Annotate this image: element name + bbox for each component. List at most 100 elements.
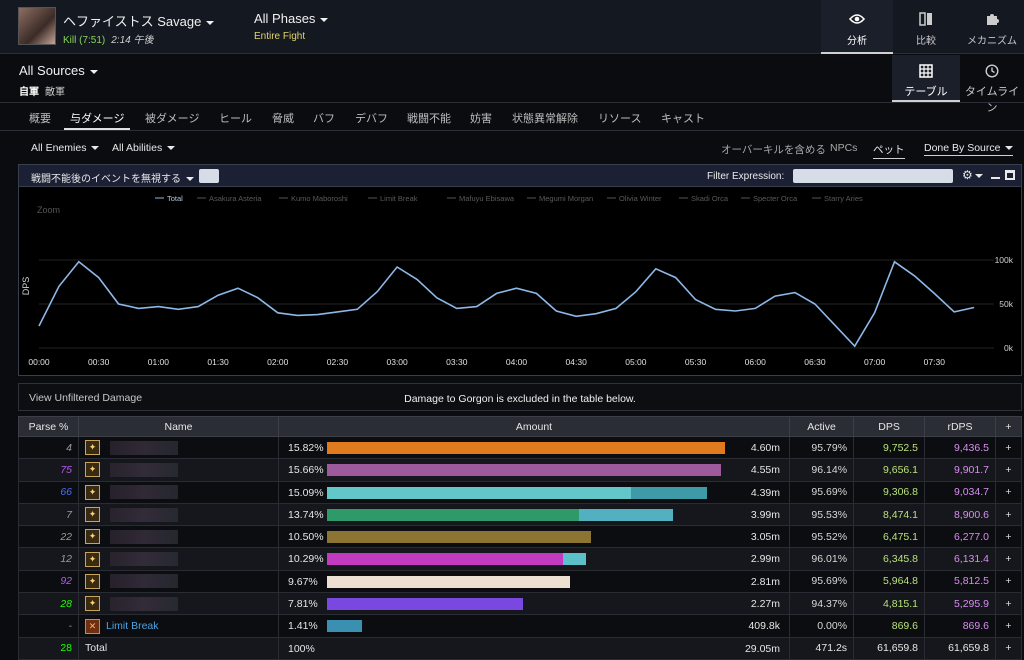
- name-cell: Total: [78, 636, 279, 660]
- boss-name: ヘファイストス Savage: [63, 14, 202, 29]
- tab-damage-taken[interactable]: 被ダメージ: [145, 113, 200, 125]
- enemies-filter[interactable]: All Enemies: [31, 142, 100, 154]
- col-name[interactable]: Name: [78, 416, 279, 437]
- tab-casts[interactable]: キャスト: [661, 113, 705, 125]
- add-button[interactable]: +: [995, 592, 1022, 616]
- tab-dispels[interactable]: 状態異常解除: [512, 113, 578, 125]
- boss-selector[interactable]: ヘファイストス Savage: [63, 11, 215, 30]
- tab-interrupts[interactable]: 妨害: [470, 113, 492, 125]
- view-timeline-label: タイムライン: [964, 86, 1020, 114]
- filter-expression-input[interactable]: [793, 169, 953, 183]
- npcs-toggle[interactable]: NPCs: [830, 142, 858, 154]
- tab-compare[interactable]: 比較: [890, 0, 962, 54]
- legend-item[interactable]: Kumo Maboroshi: [291, 194, 348, 203]
- tab-healing[interactable]: ヒール: [219, 113, 252, 125]
- friendly-side[interactable]: 自軍: [19, 87, 39, 98]
- abilities-filter[interactable]: All Abilities: [112, 142, 176, 154]
- add-button[interactable]: +: [995, 547, 1022, 571]
- view-unfiltered-link[interactable]: View Unfiltered Damage: [29, 392, 143, 404]
- pets-toggle[interactable]: ペット: [873, 142, 905, 159]
- tab-threat[interactable]: 脅威: [272, 113, 294, 125]
- abilities-filter-label: All Abilities: [112, 142, 163, 154]
- col-rdps[interactable]: rDPS: [924, 416, 996, 437]
- player-name[interactable]: Total: [85, 642, 108, 655]
- legend-item[interactable]: Limit Break: [380, 194, 418, 203]
- ignore-after-death-toggle[interactable]: 戦闘不能後のイベントを無視する: [31, 170, 194, 185]
- chevron-down-icon: [186, 177, 194, 182]
- add-button[interactable]: +: [995, 636, 1022, 660]
- amount-bar: [327, 575, 571, 588]
- col-active[interactable]: Active: [788, 416, 855, 437]
- player-name-redacted: [110, 440, 178, 455]
- sources-selector[interactable]: All Sources: [19, 63, 98, 78]
- table-row[interactable]: 75 ✦ 15.66% 4.55m 96.14% 9,656.1 9,901.7 +: [18, 458, 1022, 482]
- table-row[interactable]: 22 ✦ 10.50% 3.05m 95.52% 6,475.1 6,277.0 +: [18, 525, 1022, 549]
- dps-cell: 869.6: [853, 614, 926, 638]
- chevron-down-icon: [91, 146, 100, 151]
- x-tick-label: 04:30: [566, 357, 588, 367]
- y-tick-label: 0k: [1004, 343, 1014, 353]
- eye-icon: [821, 12, 893, 28]
- add-button[interactable]: +: [995, 502, 1022, 527]
- add-button[interactable]: +: [995, 480, 1022, 504]
- legend-item[interactable]: Skadi Orca: [691, 194, 729, 203]
- legend-item[interactable]: Asakura Asteria: [209, 194, 262, 203]
- phase-selector[interactable]: All Phases: [254, 11, 329, 26]
- active-cell: 0.00%: [788, 614, 855, 638]
- add-button[interactable]: +: [995, 435, 1022, 460]
- ignore-after-death-box[interactable]: [199, 169, 219, 183]
- legend-item[interactable]: Starry Aries: [824, 194, 863, 203]
- legend-item[interactable]: Megumi Morgan: [539, 194, 593, 203]
- amount-value: 2.99m: [750, 553, 780, 566]
- add-button[interactable]: +: [995, 569, 1022, 594]
- add-button[interactable]: +: [995, 458, 1022, 482]
- amount-percent: 7.81%: [288, 598, 318, 611]
- col-dps[interactable]: DPS: [853, 416, 926, 437]
- tab-overview[interactable]: 概要: [29, 113, 51, 125]
- view-table[interactable]: テーブル: [892, 55, 960, 102]
- col-parse[interactable]: Parse %: [18, 416, 79, 437]
- minimize-icon[interactable]: [991, 177, 1000, 179]
- tab-deaths[interactable]: 戦闘不能: [407, 113, 451, 125]
- table-row[interactable]: 12 ✦ 10.29% 2.99m 96.01% 6,345.8 6,131.4 +: [18, 547, 1022, 571]
- table-row[interactable]: 28 ✦ 7.81% 2.27m 94.37% 4,815.1 5,295.9 +: [18, 592, 1022, 616]
- legend-item[interactable]: Total: [167, 194, 183, 203]
- maximize-icon[interactable]: [1005, 170, 1015, 180]
- job-icon: ✦: [85, 551, 100, 567]
- job-icon: ✦: [85, 573, 100, 589]
- col-add[interactable]: +: [995, 416, 1022, 437]
- add-button[interactable]: +: [995, 525, 1022, 549]
- tab-debuffs[interactable]: デバフ: [355, 113, 388, 125]
- table-row[interactable]: 4 ✦ 15.82% 4.60m 95.79% 9,752.5 9,436.5 +: [18, 435, 1022, 460]
- add-button[interactable]: +: [995, 614, 1022, 638]
- table-row[interactable]: 7 ✦ 13.74% 3.99m 95.53% 8,474.1 8,900.6 +: [18, 502, 1022, 527]
- x-tick-label: 02:00: [267, 357, 289, 367]
- tab-mechanics[interactable]: メカニズム: [959, 0, 1024, 54]
- tab-damage-done[interactable]: 与ダメージ: [63, 110, 131, 130]
- overkill-toggle[interactable]: オーバーキルを含める: [721, 144, 826, 156]
- tab-resources[interactable]: リソース: [598, 113, 642, 125]
- enemy-side[interactable]: 敵軍: [45, 87, 65, 98]
- col-amount[interactable]: Amount: [278, 416, 790, 437]
- clock-icon: [960, 64, 1024, 80]
- gear-icon[interactable]: ⚙: [962, 168, 983, 182]
- table-row[interactable]: - ✕ Limit Break 1.41% 409.8k 0.00% 869.6 869.6 +: [18, 614, 1022, 638]
- view-timeline[interactable]: タイムライン: [960, 55, 1024, 114]
- parse-cell: 7: [18, 502, 79, 527]
- done-by-selector[interactable]: Done By Source: [924, 142, 1014, 156]
- amount-percent: 100%: [288, 642, 315, 655]
- table-total-row[interactable]: 28 Total 100% 29.05m 471.2s 61,659.8 61,659.8 +: [18, 636, 1022, 660]
- player-name[interactable]: Limit Break: [106, 619, 159, 632]
- legend-item[interactable]: Specter Orca: [753, 194, 798, 203]
- legend-item[interactable]: Mafuyu Ebisawa: [459, 194, 515, 203]
- job-icon: ✦: [85, 440, 100, 456]
- zoom-label[interactable]: Zoom: [37, 205, 60, 215]
- legend-item[interactable]: Olivia Winter: [619, 194, 662, 203]
- dps-cell: 9,306.8: [853, 480, 926, 504]
- table-row[interactable]: 92 ✦ 9.67% 2.81m 95.69% 5,964.8 5,812.5 +: [18, 569, 1022, 594]
- tab-buffs[interactable]: バフ: [313, 113, 335, 125]
- parse-cell: 28: [18, 592, 79, 616]
- rdps-cell: 869.6: [924, 614, 996, 638]
- tab-analysis[interactable]: 分析: [821, 0, 893, 54]
- table-row[interactable]: 66 ✦ 15.09% 4.39m 95.69% 9,306.8 9,034.7 +: [18, 480, 1022, 504]
